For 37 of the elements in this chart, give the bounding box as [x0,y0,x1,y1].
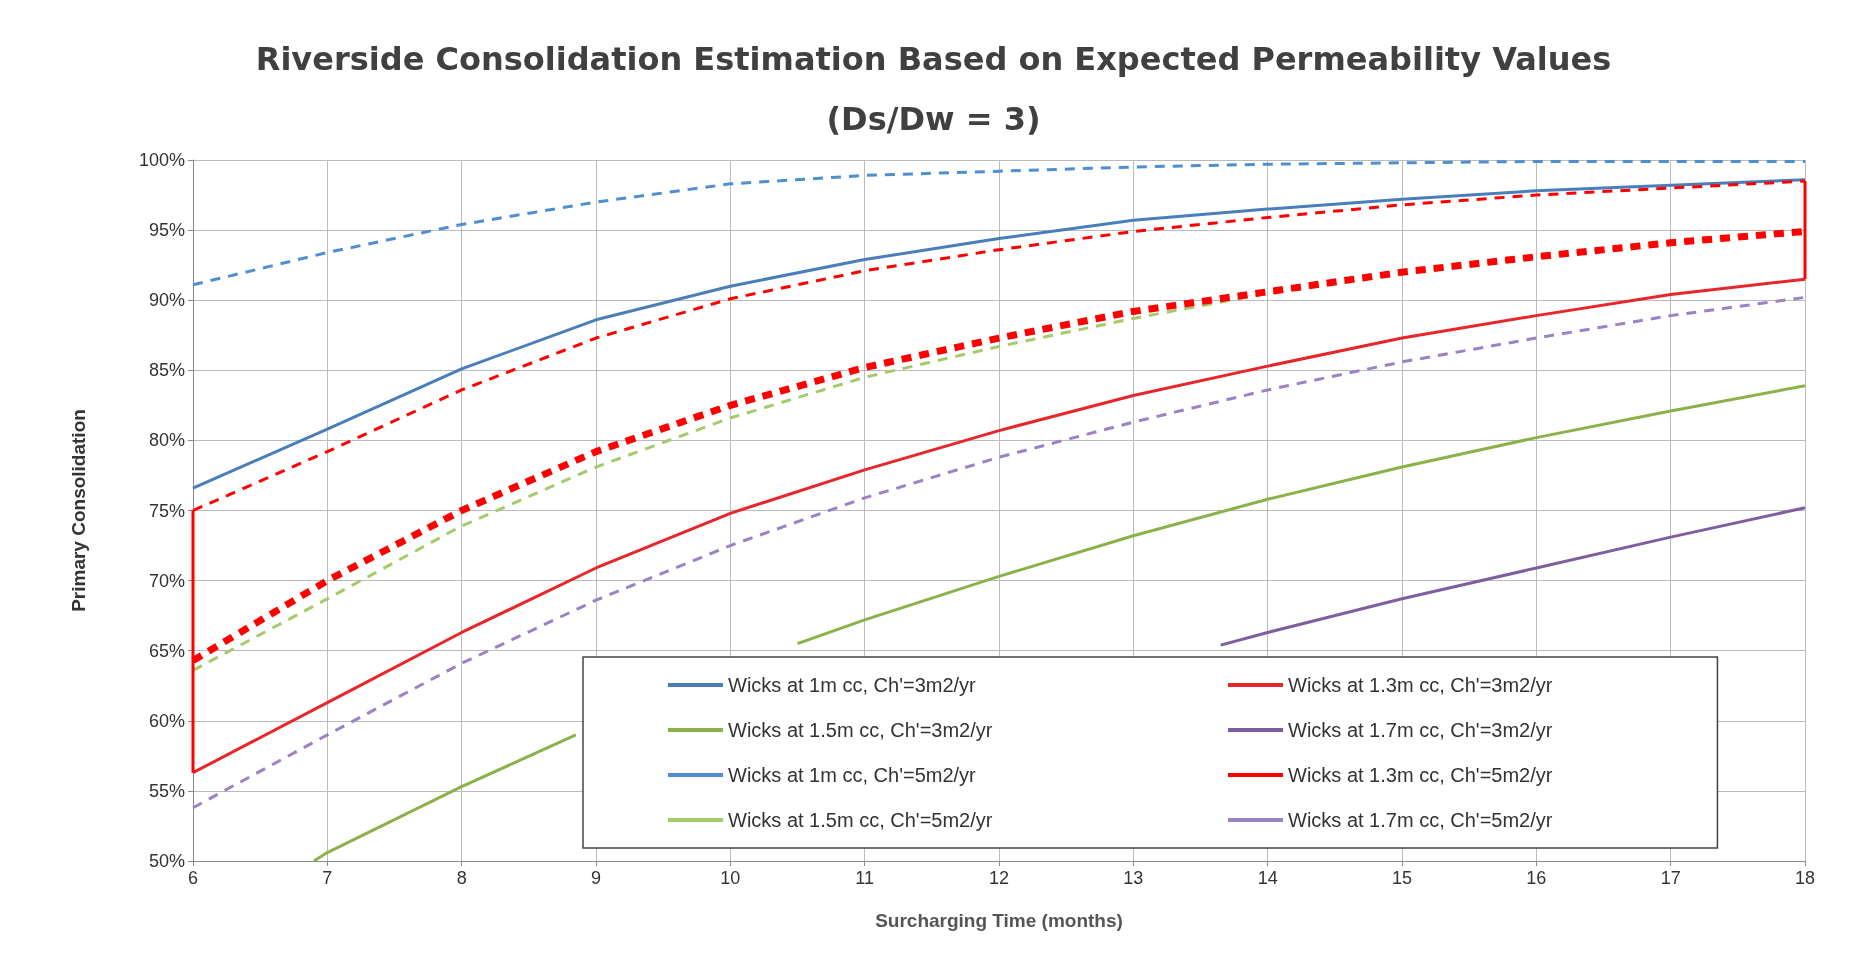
y-tick-label: 100% [138,150,185,170]
y-tick-label: 90% [148,290,185,311]
x-tick-label: 13 [1123,868,1144,888]
y-tick-label: 55% [148,780,185,801]
x-tick-label: 18 [1794,868,1816,888]
legend-label: Wicks at 1.5m cc, Ch'=3m2/yr [728,719,993,741]
x-tick-label: 14 [1257,868,1278,888]
x-tick-label: 15 [1391,868,1413,888]
legend-label: Wicks at 1m cc, Ch'=5m2/yr [728,764,977,786]
chart-title: Riverside Consolidation Estimation Based on Expected Permeability Values [255,40,1612,78]
chart-subtitle: (Ds/Dw = 3) [826,100,1041,138]
x-tick-label: 8 [456,868,467,888]
legend-label: Wicks at 1.5m cc, Ch'=5m2/yr [728,809,993,831]
y-tick-label: 85% [148,360,185,381]
x-tick-label: 6 [187,868,199,888]
x-axis-title: Surcharging Time (months) [875,910,1123,931]
y-tick-label: 80% [148,430,185,451]
y-tick-label: 50% [148,851,185,871]
x-tick-label: 11 [855,868,875,888]
x-tick-label: 12 [988,868,1010,888]
y-tick-label: 95% [148,220,185,241]
y-tick-label: 60% [148,710,185,731]
y-tick-label: 75% [148,500,185,521]
y-tick-label: 70% [148,570,185,591]
line-series [1219,506,1807,647]
legend-label: Wicks at 1.3m cc, Ch'=3m2/yr [1288,674,1553,696]
legend-label: Wicks at 1m cc, Ch'=3m2/yr [728,674,977,696]
x-tick-label: 16 [1526,868,1547,888]
x-tick-label: 17 [1660,868,1681,888]
legend-label: Wicks at 1.3m cc, Ch'=5m2/yr [1288,764,1553,786]
legend-label: Wicks at 1.7m cc, Ch'=5m2/yr [1288,809,1553,831]
x-tick-label: 7 [322,868,333,888]
y-axis-title: Primary Consolidation [68,409,89,612]
y-tick-label: 65% [148,640,185,661]
x-tick-label: 9 [590,868,602,888]
legend-label: Wicks at 1.7m cc, Ch'=3m2/yr [1288,719,1553,741]
x-tick-label: 10 [720,868,741,888]
